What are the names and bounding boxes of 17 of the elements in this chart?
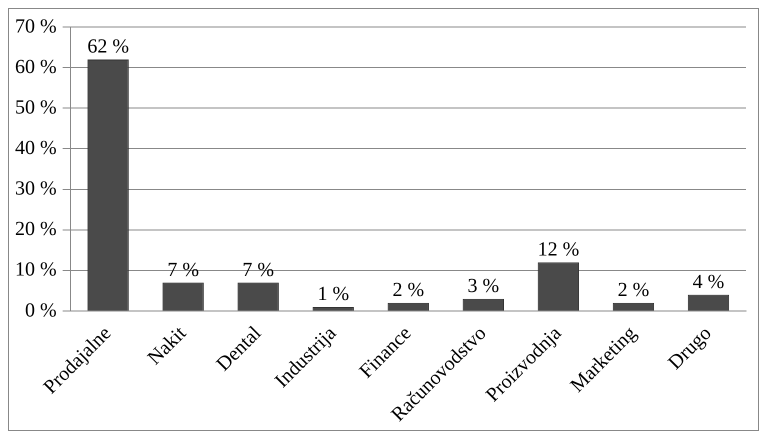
- y-tick-label: 30 %: [14, 178, 57, 200]
- data-label: 4 %: [692, 271, 724, 294]
- data-label: 7 %: [242, 258, 274, 281]
- y-tick-label: 70 %: [14, 15, 57, 38]
- y-tick-label: 40 %: [14, 136, 57, 159]
- data-label: 7 %: [167, 258, 200, 281]
- data-label: 12 %: [538, 238, 580, 261]
- y-tick-label: 60 %: [14, 56, 57, 78]
- y-tick-label: 0 %: [24, 299, 57, 322]
- data-label: 2 %: [392, 279, 424, 302]
- y-tick-label: 10 %: [14, 258, 57, 281]
- data-label: 1 %: [317, 283, 350, 306]
- data-label: 62 %: [87, 36, 130, 58]
- data-label: 3 %: [468, 275, 500, 298]
- data-label: 2 %: [618, 279, 650, 302]
- y-tick-label: 50 %: [14, 96, 57, 118]
- y-tick-label: 20 %: [14, 218, 57, 240]
